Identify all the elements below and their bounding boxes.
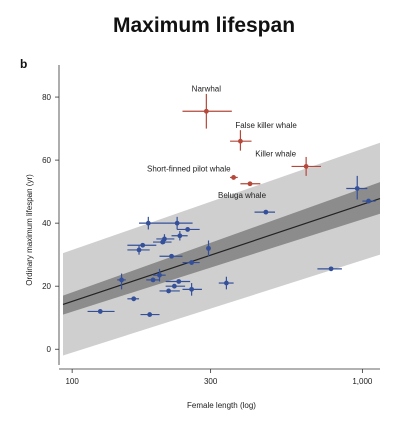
species-point <box>139 216 160 230</box>
point-marker <box>189 260 195 265</box>
x-axis-label: Female length (log) <box>187 401 256 410</box>
chart-title: Maximum lifespan <box>112 14 296 37</box>
species-point <box>153 239 172 245</box>
highlighted-species-point <box>182 93 232 129</box>
species-point <box>117 273 126 290</box>
species-point <box>159 288 180 294</box>
point-marker <box>160 239 166 245</box>
point-marker <box>166 288 172 294</box>
species-point <box>87 309 115 314</box>
x-tick-label: 1,000 <box>352 377 373 386</box>
point-marker <box>303 164 309 169</box>
y-tick-label: 40 <box>42 219 51 228</box>
y-tick-label: 60 <box>42 156 51 165</box>
point-marker <box>145 220 151 226</box>
highlighted-species-point <box>291 156 321 176</box>
species-annotation: Beluga whale <box>218 191 267 200</box>
y-tick-label: 80 <box>42 93 51 102</box>
regression-line <box>62 197 381 306</box>
species-annotation: Killer whale <box>255 149 296 158</box>
annotations: Narwhal False killer whale Killer whale Sho… <box>147 84 297 200</box>
point-marker <box>150 277 156 283</box>
y-axis-label: Ordinary maximum lifespan (yr) <box>25 174 34 286</box>
species-point <box>171 231 188 241</box>
species-point <box>159 216 193 230</box>
species-point <box>182 283 202 296</box>
highlighted-species-point <box>230 130 252 151</box>
species-point <box>254 209 276 215</box>
species-point <box>127 296 140 302</box>
confidence-bands <box>62 142 381 356</box>
point-marker <box>147 312 153 317</box>
species-annotation: Short-finned pilot whale <box>147 164 231 173</box>
point-marker <box>185 227 191 232</box>
point-marker <box>366 198 371 204</box>
species-point <box>346 175 368 200</box>
point-marker <box>176 279 182 284</box>
species-point <box>182 260 200 265</box>
species-point <box>218 276 234 290</box>
point-marker <box>247 181 253 187</box>
species-point <box>127 242 157 248</box>
point-marker <box>189 286 195 292</box>
highlighted-species-point <box>240 181 261 187</box>
point-marker <box>224 280 229 286</box>
species-point <box>127 245 150 255</box>
y-tick-label: 0 <box>47 345 52 354</box>
point-marker <box>206 245 211 251</box>
y-tick-label: 20 <box>42 282 51 291</box>
point-marker <box>136 247 142 253</box>
species-annotation: False killer whale <box>235 121 297 130</box>
point-marker <box>140 242 146 248</box>
point-marker <box>238 138 243 144</box>
point-marker <box>203 108 209 114</box>
panel-label: b <box>20 57 28 71</box>
point-marker <box>231 175 237 180</box>
species-point <box>317 266 342 272</box>
species-point <box>165 283 186 289</box>
species-point <box>362 198 376 204</box>
axes: 0 20 40 60 80 100 300 1,000 Female length (log) O… <box>25 65 380 410</box>
highlighted-species-point <box>230 175 238 180</box>
ci-inner-band <box>63 182 380 315</box>
species-point <box>206 240 211 257</box>
point-marker <box>177 233 183 239</box>
species-point <box>159 253 183 259</box>
point-marker <box>169 253 174 259</box>
point-marker <box>119 277 124 283</box>
species-annotation: Narwhal <box>192 84 222 93</box>
species-point <box>165 279 191 284</box>
point-marker <box>354 186 360 191</box>
data-points <box>87 93 376 317</box>
x-tick-label: 100 <box>65 377 79 386</box>
point-marker <box>263 209 269 215</box>
point-marker <box>97 309 103 314</box>
point-marker <box>157 272 162 278</box>
point-marker <box>174 220 180 226</box>
species-point <box>140 312 160 317</box>
x-tick-label: 300 <box>204 377 218 386</box>
point-marker <box>328 266 334 272</box>
species-point <box>177 227 200 232</box>
point-marker <box>131 296 137 302</box>
species-point <box>146 277 160 283</box>
point-marker <box>171 283 177 289</box>
